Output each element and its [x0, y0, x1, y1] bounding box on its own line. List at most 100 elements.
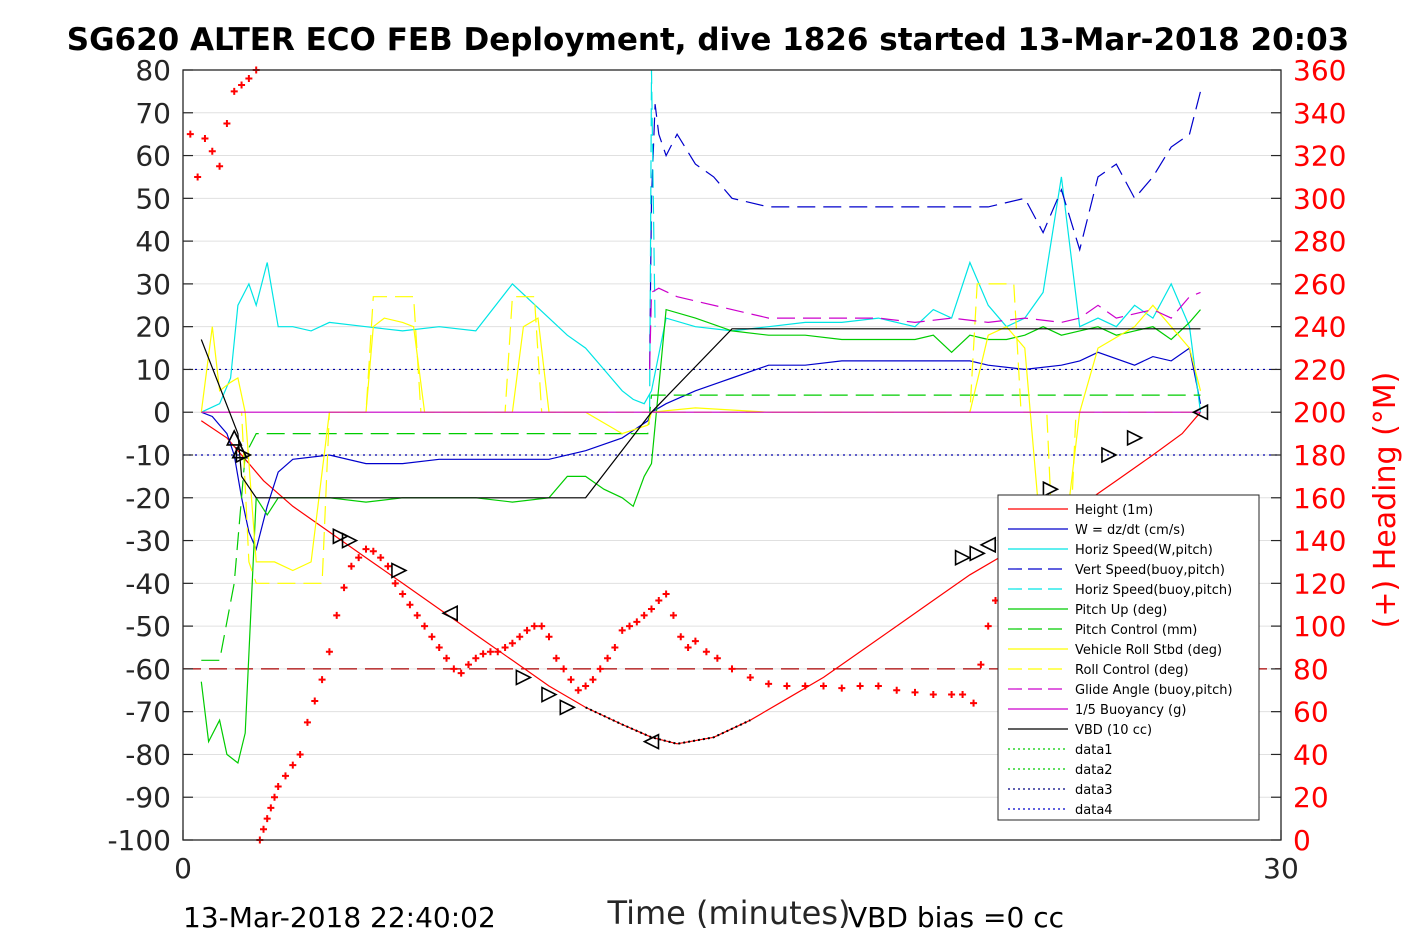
series-line-10	[649, 287, 1201, 370]
chart-title: SG620 ALTER ECO FEB Deployment, dive 182…	[67, 22, 1349, 58]
heading-point	[893, 686, 901, 694]
triangle-marker	[441, 604, 458, 622]
y-tick-label-right: 140	[1293, 525, 1346, 558]
heading-point	[516, 633, 524, 641]
y-tick-label-left: 70	[135, 97, 171, 130]
triangle-marker	[515, 669, 533, 686]
heading-point	[216, 162, 224, 170]
y-tick-label-left: 80	[135, 54, 171, 87]
heading-point	[820, 682, 827, 690]
heading-point	[959, 691, 967, 699]
heading-point	[435, 644, 443, 651]
heading-point	[267, 804, 275, 812]
y-tick-label-right: 0	[1293, 824, 1311, 857]
heading-point	[340, 584, 348, 592]
y-tick-label-left: -50	[125, 610, 171, 643]
heading-point	[604, 654, 612, 662]
y-tick-label-right: 340	[1293, 97, 1346, 130]
heading-point	[274, 783, 282, 791]
heading-point	[538, 622, 546, 630]
series-line-12	[200, 328, 1201, 499]
series-line-6	[200, 308, 1201, 765]
heading-point	[486, 648, 494, 656]
heading-point	[713, 654, 721, 662]
legend-label: W = dz/dt (cm/s)	[1075, 523, 1185, 538]
heading-point	[223, 119, 231, 127]
triangle-marker	[225, 429, 243, 446]
legend-label: Pitch Up (deg)	[1075, 603, 1167, 618]
legend: Height (1m) W = dz/dt (cm/s) Horiz Speed(W…	[997, 494, 1260, 821]
series-line-9	[201, 283, 1201, 584]
y-tick-label-left: -30	[125, 525, 171, 558]
triangle-marker	[1101, 446, 1118, 464]
x-tick-label: 30	[1263, 852, 1299, 885]
heading-point	[457, 669, 465, 677]
heading-point	[355, 554, 363, 562]
heading-point	[508, 639, 516, 647]
legend-label: Roll Control (deg)	[1075, 663, 1189, 678]
y-tick-label-left: 20	[135, 311, 171, 344]
heading-point	[582, 682, 590, 690]
heading-point	[838, 684, 846, 692]
heading-point	[560, 665, 568, 673]
y-tick-label-right: 220	[1293, 353, 1346, 386]
x-tick-label: 0	[174, 852, 192, 885]
heading-point	[552, 654, 560, 662]
heading-point	[501, 644, 509, 651]
heading-point	[428, 633, 436, 641]
y-tick-label-right: 40	[1293, 738, 1329, 771]
heading-point	[369, 547, 377, 555]
heading-point	[450, 665, 458, 673]
triangle-marker	[341, 532, 359, 549]
series-line-4	[649, 91, 1202, 370]
y-tick-label-left: 10	[135, 353, 171, 386]
heading-point	[230, 87, 238, 95]
heading-point	[494, 648, 502, 656]
y-tick-label-right: 180	[1293, 439, 1346, 472]
y-tick-label-left: -10	[125, 439, 171, 472]
right-axis-label: (+) Heading (°M)	[1368, 372, 1403, 629]
heading-point	[662, 590, 670, 598]
heading-point	[691, 637, 699, 645]
heading-point	[399, 590, 407, 598]
heading-point	[260, 825, 268, 833]
heading-point	[618, 626, 626, 634]
y-tick-label-right: 80	[1293, 653, 1329, 686]
heading-point	[201, 134, 209, 142]
height-overlay-dots	[585, 706, 751, 745]
y-tick-label-left: 60	[135, 140, 171, 173]
heading-point	[589, 676, 597, 684]
triangle-marker	[954, 549, 972, 566]
heading-point	[296, 750, 304, 758]
y-tick-label-left: 50	[135, 182, 171, 215]
triangle-marker	[1042, 480, 1060, 498]
y-tick-label-right: 60	[1293, 696, 1329, 729]
heading-point	[464, 661, 472, 669]
heading-point	[479, 650, 487, 658]
heading-point	[377, 554, 385, 562]
heading-point	[406, 601, 414, 609]
heading-point	[856, 682, 864, 690]
heading-point	[263, 815, 271, 823]
triangle-marker	[235, 446, 253, 464]
heading-point	[443, 654, 451, 662]
y-tick-label-right: 200	[1293, 396, 1346, 429]
y-tick-label-left: -40	[125, 567, 171, 600]
y-tick-label-left: 40	[135, 225, 171, 258]
heading-point	[702, 648, 710, 656]
y-tick-label-left: -100	[107, 824, 171, 857]
heading-point	[281, 772, 289, 780]
y-tick-label-right: 260	[1293, 268, 1346, 301]
heading-point	[333, 611, 341, 619]
heading-point	[208, 147, 216, 155]
heading-point	[311, 697, 319, 705]
heading-point	[238, 81, 246, 89]
heading-point	[984, 622, 992, 630]
heading-point	[545, 633, 553, 641]
y-tick-label-right: 20	[1293, 781, 1329, 814]
heading-point	[801, 682, 809, 690]
heading-point	[970, 699, 978, 707]
triangle-marker	[969, 545, 987, 562]
triangle-marker	[541, 686, 558, 703]
